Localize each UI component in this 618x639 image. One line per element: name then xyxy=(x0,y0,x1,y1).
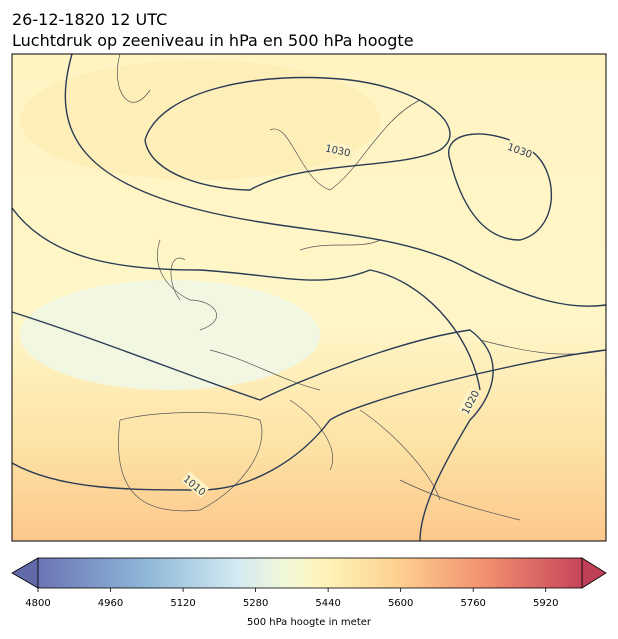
colorbar-label: 500 hPa hoogte in meter xyxy=(247,617,372,628)
colorbar-tick-label: 4800 xyxy=(25,598,50,609)
isobar xyxy=(144,76,451,191)
contour-label: 1030 xyxy=(324,143,351,159)
title: 26-12-1820 12 UTC xyxy=(12,10,167,29)
isobar xyxy=(64,53,607,307)
isobar xyxy=(11,311,494,542)
contour-label-bg xyxy=(505,138,535,161)
contour-label-bg xyxy=(324,140,353,159)
colorbar-extend-low xyxy=(11,557,39,589)
colorbar-tick-label: 5440 xyxy=(315,598,340,609)
contour-label-bg xyxy=(181,471,210,498)
map-frame xyxy=(11,53,607,542)
subtitle: Luchtdruk op zeeniveau in hPa en 500 hPa… xyxy=(12,31,414,50)
contour-label-bg xyxy=(457,387,482,417)
isobar xyxy=(11,207,481,391)
colorbar-tick-label: 5920 xyxy=(533,598,558,609)
contour-label-group: 1030 xyxy=(324,140,353,159)
colorbar-tick-label: 5600 xyxy=(388,598,413,609)
colorbar-tick-label: 4960 xyxy=(98,598,123,609)
colorbar-tick-label: 5120 xyxy=(170,598,195,609)
colorbar-bar xyxy=(37,557,583,589)
colorbar-tick-label: 5760 xyxy=(460,598,485,609)
height-field xyxy=(20,280,320,390)
colorbar-tick-label: 5280 xyxy=(243,598,268,609)
height-field xyxy=(20,60,380,180)
isobar xyxy=(11,349,607,491)
colorbar: 4800 4960 5120 5280 5440 5600 5760 5920 500 hPa… xyxy=(11,557,607,628)
isobar xyxy=(448,133,552,241)
colorbar-extend-high xyxy=(581,557,607,589)
